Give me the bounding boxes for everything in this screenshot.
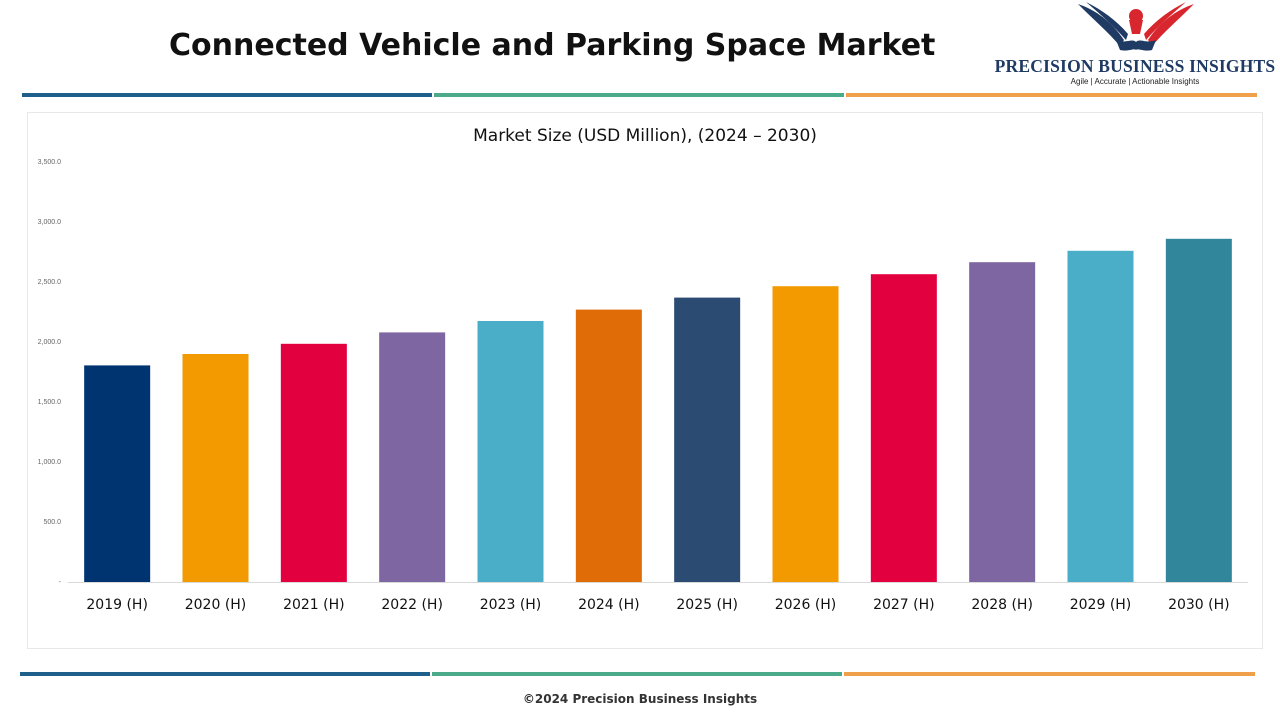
x-tick-label: 2021 (H) <box>283 597 345 613</box>
eagle-handshake-logo-icon <box>1078 2 1194 51</box>
top-divider-blue <box>22 93 432 97</box>
bar-2026 <box>772 286 839 582</box>
chart-panel: Market Size (USD Million), (2024 – 2030)… <box>27 112 1263 649</box>
y-tick-label: 3,000.0 <box>38 219 61 226</box>
y-axis: - 500.0 1,000.0 1,500.0 2,000.0 2,500.0 3,000.… <box>38 159 1248 586</box>
bottom-divider-green <box>432 672 842 676</box>
bar-2029 <box>1067 250 1134 583</box>
bar-2030 <box>1165 238 1232 583</box>
bar-2028 <box>969 262 1036 582</box>
y-tick-label: 1,500.0 <box>38 399 61 406</box>
x-tick-label: 2026 (H) <box>775 597 837 613</box>
chart-title: Market Size (USD Million), (2024 – 2030) <box>473 126 817 146</box>
bar-2023 <box>477 321 544 582</box>
x-tick-label: 2029 (H) <box>1070 597 1132 613</box>
page-title: Connected Vehicle and Parking Space Mark… <box>169 28 936 63</box>
footer-copyright: ©2024 Precision Business Insights <box>522 692 758 706</box>
company-logo: PRECISION BUSINESS INSIGHTS Agile | Accu… <box>990 0 1280 92</box>
bar-2020 <box>182 354 249 582</box>
y-tick-label: - <box>59 579 62 586</box>
x-tick-label: 2023 (H) <box>480 597 542 613</box>
x-tick-label: 2027 (H) <box>873 597 935 613</box>
y-tick-label: 1,000.0 <box>38 459 61 466</box>
logo-company-name: PRECISION BUSINESS INSIGHTS <box>994 56 1276 76</box>
x-tick-label: 2028 (H) <box>971 597 1033 613</box>
bars <box>84 238 1232 583</box>
y-tick-label: 2,500.0 <box>38 279 61 286</box>
x-tick-label: 2024 (H) <box>578 597 640 613</box>
x-tick-label: 2022 (H) <box>381 597 443 613</box>
x-tick-label: 2020 (H) <box>185 597 247 613</box>
y-tick-label: 500.0 <box>43 519 61 526</box>
bottom-divider-blue <box>20 672 430 676</box>
market-size-bar-chart: Market Size (USD Million), (2024 – 2030)… <box>38 126 1248 613</box>
top-divider-green <box>434 93 844 97</box>
x-axis-labels: 2019 (H) 2020 (H) 2021 (H) 2022 (H) 2023 (H)… <box>86 597 1229 613</box>
x-tick-label: 2025 (H) <box>676 597 738 613</box>
bar-2019 <box>84 365 151 582</box>
x-tick-label: 2019 (H) <box>86 597 148 613</box>
bar-2024 <box>575 309 642 582</box>
x-tick-label: 2030 (H) <box>1168 597 1230 613</box>
y-tick-label: 2,000.0 <box>38 339 61 346</box>
logo-tagline: Agile | Accurate | Actionable Insights <box>1070 77 1200 86</box>
y-tick-label: 3,500.0 <box>38 159 61 166</box>
bar-2021 <box>280 343 347 582</box>
bar-2027 <box>870 274 937 582</box>
bottom-divider-orange <box>844 672 1255 676</box>
top-divider-orange <box>846 93 1257 97</box>
bar-2022 <box>379 332 446 582</box>
bar-2025 <box>674 297 741 582</box>
